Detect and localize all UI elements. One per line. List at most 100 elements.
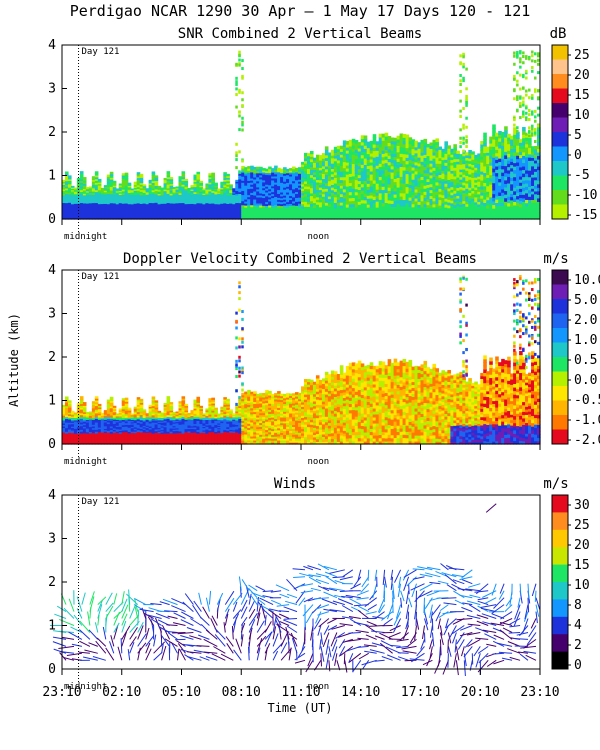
velocity-cell: [94, 412, 99, 416]
snr-cell: [321, 175, 326, 180]
snr-cell: [345, 207, 350, 211]
snr-cell: [384, 185, 389, 190]
snr-cell: [408, 162, 413, 167]
snr-cell: [187, 192, 192, 195]
snr-cell: [327, 203, 332, 207]
snr-cell: [330, 149, 335, 154]
snr-cell: [100, 215, 105, 218]
snr-cell: [441, 167, 445, 171]
snr-cell: [151, 171, 156, 174]
snr-cell: [154, 200, 159, 203]
snr-cell: [402, 186, 407, 191]
snr-cell: [298, 197, 302, 200]
snr-cell: [525, 196, 529, 200]
snr-cell: [301, 205, 305, 209]
snr-cell: [459, 136, 462, 140]
snr-cell: [211, 210, 215, 213]
snr-cell: [70, 188, 75, 191]
snr-cell: [510, 177, 514, 182]
velocity-cell: [97, 433, 102, 436]
snr-cell: [277, 175, 281, 179]
snr-cell: [223, 204, 227, 207]
snr-cell: [507, 143, 511, 148]
snr-cell: [360, 209, 365, 214]
snr-cell: [62, 211, 66, 214]
snr-cell: [333, 152, 338, 156]
snr-cell: [426, 143, 431, 148]
velocity-cell: [73, 416, 78, 418]
snr-cell: [441, 159, 445, 163]
snr-cell: [289, 185, 293, 189]
snr-cell: [199, 199, 204, 202]
snr-panel: SNR Combined 2 Vertical Beams dB: [178, 26, 567, 42]
velocity-cell: [127, 431, 132, 434]
snr-cell: [441, 191, 445, 196]
snr-cell: [280, 205, 284, 208]
snr-cell: [417, 148, 422, 152]
snr-cell: [229, 195, 233, 197]
snr-cell: [226, 189, 230, 192]
snr-cell: [513, 97, 516, 101]
snr-cell: [309, 161, 314, 165]
velocity-cell: [64, 396, 69, 399]
velocity-cell: [94, 423, 99, 427]
snr-cell: [465, 116, 468, 120]
snr-cell: [330, 187, 335, 191]
snr-cell: [357, 186, 362, 190]
snr-cell: [247, 192, 251, 196]
snr-cell: [112, 214, 117, 217]
snr-cell: [516, 198, 520, 203]
snr-cell: [309, 174, 314, 178]
snr-cell: [163, 215, 168, 219]
velocity-cell: [115, 418, 120, 420]
snr-cell: [405, 167, 410, 171]
snr-cell: [151, 204, 156, 207]
snr-cell: [169, 198, 174, 201]
snr-cell: [271, 209, 275, 212]
snr-cell: [405, 157, 410, 162]
snr-cell: [160, 214, 165, 216]
snr-cell: [100, 198, 105, 201]
velocity-cell: [73, 431, 78, 434]
snr-cell: [309, 187, 314, 191]
snr-cell: [100, 192, 105, 195]
snr-cell: [130, 216, 135, 219]
snr-cell: [327, 162, 332, 166]
snr-cell: [393, 193, 398, 198]
snr-cell: [411, 160, 416, 165]
snr-cell: [345, 171, 350, 175]
snr-cell: [378, 202, 383, 207]
snr-cell: [459, 114, 462, 118]
snr-cell: [438, 185, 443, 189]
velocity-cell: [94, 398, 99, 401]
snr-cell: [118, 208, 123, 211]
snr-cell: [196, 217, 201, 220]
snr-cell: [235, 154, 238, 158]
snr-cell: [474, 211, 478, 215]
snr-cell: [172, 209, 177, 211]
velocity-cell: [130, 440, 135, 443]
snr-cell: [172, 216, 177, 219]
snr-cell: [208, 183, 212, 187]
snr-cell: [139, 192, 144, 196]
snr-cell: [432, 206, 437, 211]
snr-cell: [402, 140, 407, 145]
snr-cell: [528, 202, 532, 207]
velocity-cell: [97, 417, 102, 420]
snr-cell: [148, 181, 153, 184]
snr-cell: [238, 88, 241, 92]
snr-cell: [510, 209, 514, 214]
snr-cell: [471, 164, 475, 168]
snr-cell: [342, 176, 347, 181]
snr-cell: [396, 167, 401, 172]
snr-cell: [534, 193, 538, 198]
snr-cell: [369, 146, 374, 151]
velocity-cell: [100, 439, 105, 442]
velocity-cell: [112, 432, 117, 435]
snr-cell: [432, 185, 437, 190]
snr-cell: [91, 215, 96, 218]
snr-cell: [256, 204, 260, 208]
snr-cell: [97, 178, 102, 182]
snr-cell: [489, 209, 493, 214]
velocity-cell: [112, 441, 117, 444]
